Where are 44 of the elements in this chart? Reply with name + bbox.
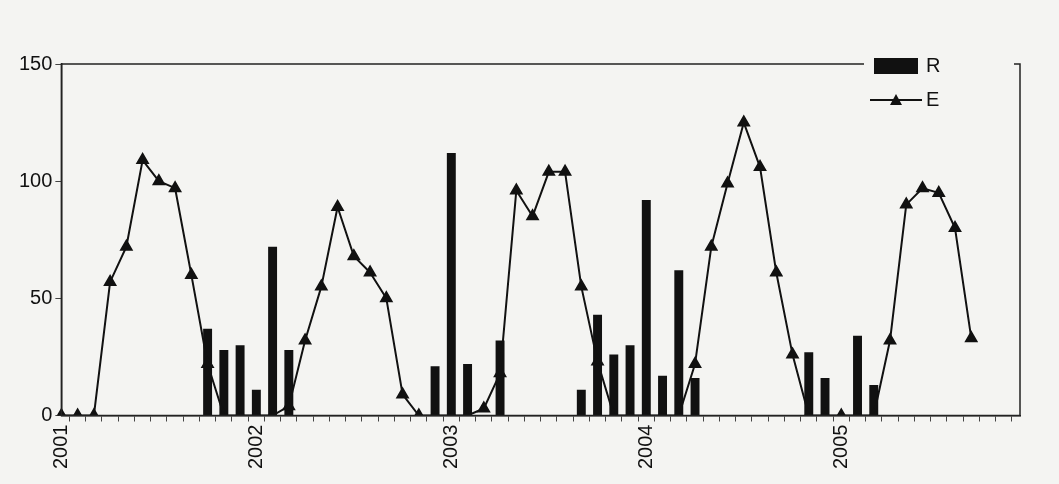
point <box>363 265 377 277</box>
point <box>331 199 344 211</box>
point <box>396 387 409 399</box>
point <box>705 239 718 251</box>
x-tick-label: 2001 <box>48 424 71 470</box>
x-tick-label: 2002 <box>243 424 266 470</box>
y-tick-label: 50 <box>30 285 53 308</box>
point <box>185 267 198 279</box>
point <box>526 209 539 221</box>
point <box>965 331 978 343</box>
point <box>315 279 328 291</box>
point <box>737 115 750 127</box>
y-tick-label: 150 <box>18 51 53 74</box>
point <box>770 265 783 277</box>
point <box>948 221 962 233</box>
point <box>932 185 945 197</box>
point <box>688 356 702 368</box>
point <box>152 174 166 186</box>
point <box>753 160 767 172</box>
point <box>786 347 799 359</box>
legend-label: E <box>926 87 940 110</box>
point <box>883 333 897 345</box>
point <box>477 401 491 413</box>
point <box>380 291 393 303</box>
legend-label: R <box>926 53 941 76</box>
x-tick-label: 2005 <box>828 424 851 470</box>
point <box>136 153 149 165</box>
point <box>510 183 523 195</box>
point <box>347 249 361 261</box>
x-tick-label: 2003 <box>438 424 461 470</box>
x-tick-label: 2004 <box>633 424 656 470</box>
y-tick-label: 100 <box>18 168 53 191</box>
point <box>575 279 588 291</box>
point <box>542 164 556 176</box>
point <box>916 181 929 193</box>
point <box>103 274 117 286</box>
y-tick-label: 0 <box>41 403 53 426</box>
point <box>168 181 182 193</box>
point <box>721 176 734 188</box>
bar <box>576 389 586 416</box>
point <box>900 197 913 209</box>
point <box>298 333 312 345</box>
point <box>558 164 572 176</box>
point <box>120 239 133 251</box>
